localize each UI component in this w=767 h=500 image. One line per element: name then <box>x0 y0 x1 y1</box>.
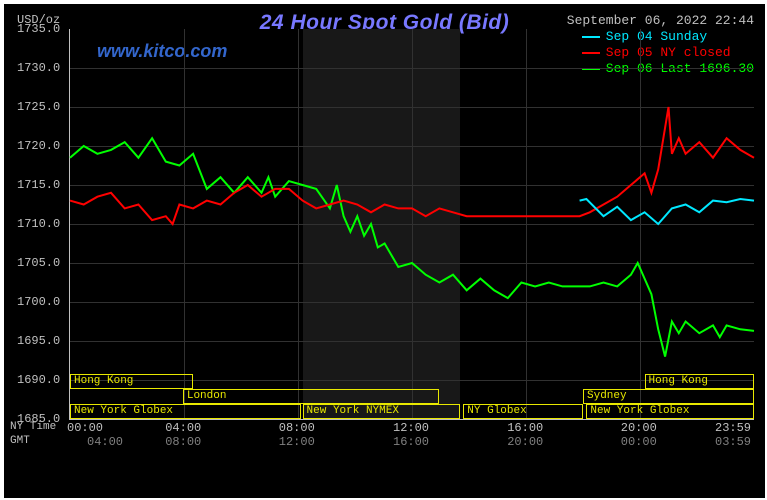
y-tick: 1695.0 <box>17 334 60 348</box>
y-tick: 1690.0 <box>17 373 60 387</box>
line-series <box>70 29 754 419</box>
x-tick-gmt: 04:00 <box>87 435 123 449</box>
x-tick-gmt: 20:00 <box>507 435 543 449</box>
y-tick: 1705.0 <box>17 256 60 270</box>
y-tick: 1730.0 <box>17 61 60 75</box>
market-session: London <box>183 389 440 404</box>
market-session: New York NYMEX <box>303 404 460 419</box>
market-session: NY Globex <box>463 404 583 419</box>
y-tick: 1700.0 <box>17 295 60 309</box>
x-tick-ny: 16:00 <box>507 421 543 435</box>
x-tick-gmt: 12:00 <box>279 435 315 449</box>
market-session: Sydney <box>583 389 754 404</box>
plot-area: Hong KongHong KongLondonSydneyNew York G… <box>69 29 754 420</box>
market-session: New York Globex <box>70 404 301 419</box>
market-session: New York Globex <box>586 404 754 419</box>
market-session: Hong Kong <box>70 374 193 389</box>
chart-frame: USD/oz 24 Hour Spot Gold (Bid) September… <box>4 4 765 498</box>
x-tick-ny: 23:59 <box>715 421 751 435</box>
market-session: Hong Kong <box>645 374 754 389</box>
x-tick-ny: 08:00 <box>279 421 315 435</box>
x-tick-ny: 20:00 <box>621 421 657 435</box>
x-tick-gmt: 03:59 <box>715 435 751 449</box>
chart-container: USD/oz 24 Hour Spot Gold (Bid) September… <box>0 0 767 500</box>
y-tick: 1720.0 <box>17 139 60 153</box>
x-tick-ny: 04:00 <box>165 421 201 435</box>
x-tick-ny: 00:00 <box>67 421 103 435</box>
gmt-label: GMT <box>10 435 30 447</box>
y-tick: 1710.0 <box>17 217 60 231</box>
y-tick: 1735.0 <box>17 22 60 36</box>
x-tick-gmt: 00:00 <box>621 435 657 449</box>
y-tick: 1715.0 <box>17 178 60 192</box>
chart-timestamp: September 06, 2022 22:44 <box>567 13 754 28</box>
x-tick-gmt: 08:00 <box>165 435 201 449</box>
x-tick-gmt: 16:00 <box>393 435 429 449</box>
nytime-label: NY Time <box>10 421 56 433</box>
x-tick-ny: 12:00 <box>393 421 429 435</box>
y-tick: 1725.0 <box>17 100 60 114</box>
